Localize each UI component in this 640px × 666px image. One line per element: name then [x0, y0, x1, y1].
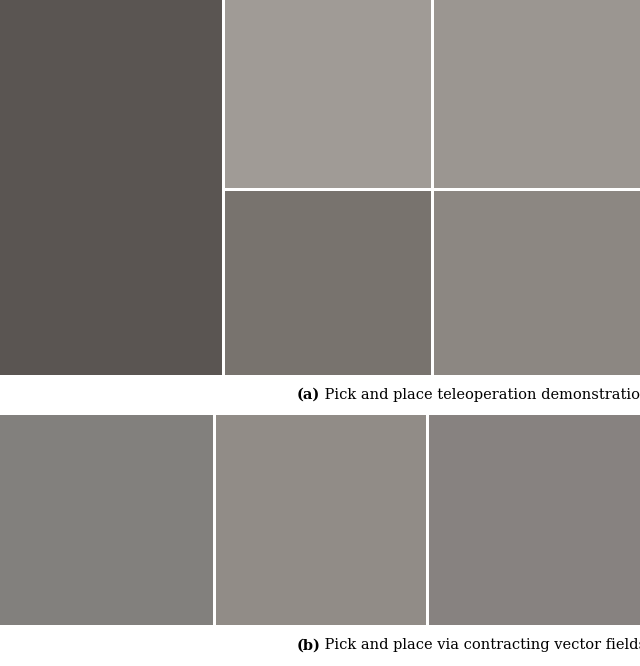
- Text: (a): (a): [297, 388, 320, 402]
- Text: (b): (b): [296, 639, 320, 653]
- Text: Pick and place teleoperation demonstration: Pick and place teleoperation demonstrati…: [320, 388, 640, 402]
- Text: Pick and place via contracting vector fields with obstacle avoidance.: Pick and place via contracting vector fi…: [320, 639, 640, 653]
